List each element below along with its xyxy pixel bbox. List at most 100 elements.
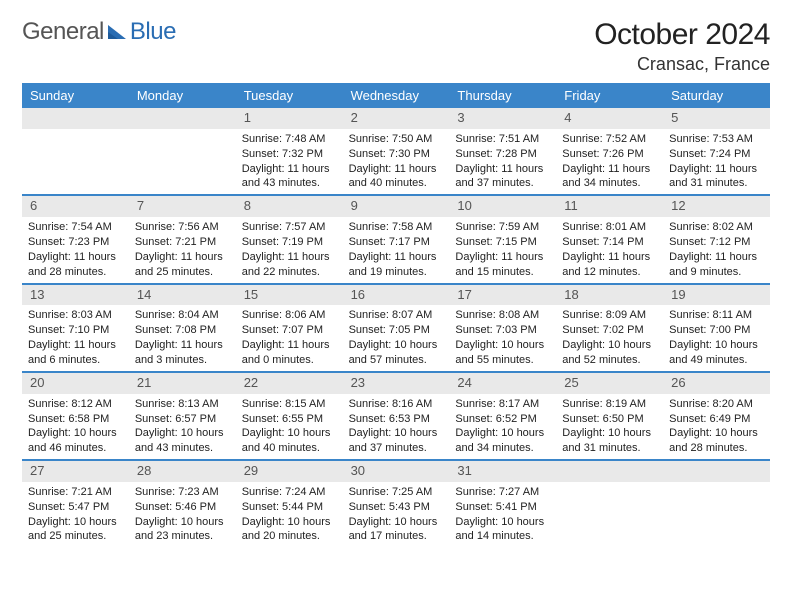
day-body: Sunrise: 8:15 AMSunset: 6:55 PMDaylight:… (236, 394, 343, 459)
sunset-line: Sunset: 7:00 PM (669, 323, 764, 338)
sunrise-line: Sunrise: 7:57 AM (242, 220, 337, 235)
sunset-line: Sunset: 7:12 PM (669, 235, 764, 250)
logo-text-1: General (22, 18, 104, 46)
day-cell (22, 108, 129, 194)
day-cell: 26Sunrise: 8:20 AMSunset: 6:49 PMDayligh… (663, 373, 770, 459)
logo-triangle-icon (106, 21, 128, 43)
sunrise-line: Sunrise: 8:16 AM (349, 397, 444, 412)
month-title: October 2024 (594, 18, 770, 52)
day-body: Sunrise: 7:23 AMSunset: 5:46 PMDaylight:… (129, 482, 236, 547)
day-body: Sunrise: 7:25 AMSunset: 5:43 PMDaylight:… (343, 482, 450, 547)
sunset-line: Sunset: 7:30 PM (349, 147, 444, 162)
day-cell: 2Sunrise: 7:50 AMSunset: 7:30 PMDaylight… (343, 108, 450, 194)
sunset-line: Sunset: 7:23 PM (28, 235, 123, 250)
day-number: 20 (22, 373, 129, 394)
sunrise-line: Sunrise: 7:59 AM (455, 220, 550, 235)
daylight-line: Daylight: 11 hours and 34 minutes. (562, 162, 657, 192)
sunset-line: Sunset: 5:44 PM (242, 500, 337, 515)
day-body: Sunrise: 7:21 AMSunset: 5:47 PMDaylight:… (22, 482, 129, 547)
day-body: Sunrise: 7:54 AMSunset: 7:23 PMDaylight:… (22, 217, 129, 282)
day-cell: 12Sunrise: 8:02 AMSunset: 7:12 PMDayligh… (663, 196, 770, 282)
day-number: 14 (129, 285, 236, 306)
daylight-line: Daylight: 11 hours and 3 minutes. (135, 338, 230, 368)
day-number: 31 (449, 461, 556, 482)
sunset-line: Sunset: 7:05 PM (349, 323, 444, 338)
day-cell: 15Sunrise: 8:06 AMSunset: 7:07 PMDayligh… (236, 285, 343, 371)
sunset-line: Sunset: 6:58 PM (28, 412, 123, 427)
header: General Blue October 2024 Cransac, Franc… (22, 18, 770, 75)
day-cell: 20Sunrise: 8:12 AMSunset: 6:58 PMDayligh… (22, 373, 129, 459)
daylight-line: Daylight: 10 hours and 25 minutes. (28, 515, 123, 545)
week-row: 27Sunrise: 7:21 AMSunset: 5:47 PMDayligh… (22, 461, 770, 547)
day-body: Sunrise: 7:51 AMSunset: 7:28 PMDaylight:… (449, 129, 556, 194)
logo-text-2: Blue (130, 18, 176, 46)
day-body: Sunrise: 7:48 AMSunset: 7:32 PMDaylight:… (236, 129, 343, 194)
day-number (22, 108, 129, 129)
sunset-line: Sunset: 7:07 PM (242, 323, 337, 338)
day-number: 24 (449, 373, 556, 394)
page: General Blue October 2024 Cransac, Franc… (0, 0, 792, 547)
day-cell: 1Sunrise: 7:48 AMSunset: 7:32 PMDaylight… (236, 108, 343, 194)
day-number: 11 (556, 196, 663, 217)
daylight-line: Daylight: 10 hours and 49 minutes. (669, 338, 764, 368)
day-cell: 27Sunrise: 7:21 AMSunset: 5:47 PMDayligh… (22, 461, 129, 547)
day-cell: 14Sunrise: 8:04 AMSunset: 7:08 PMDayligh… (129, 285, 236, 371)
sunset-line: Sunset: 7:19 PM (242, 235, 337, 250)
day-body: Sunrise: 7:27 AMSunset: 5:41 PMDaylight:… (449, 482, 556, 547)
daylight-line: Daylight: 11 hours and 31 minutes. (669, 162, 764, 192)
day-cell: 10Sunrise: 7:59 AMSunset: 7:15 PMDayligh… (449, 196, 556, 282)
sunrise-line: Sunrise: 7:54 AM (28, 220, 123, 235)
day-cell: 5Sunrise: 7:53 AMSunset: 7:24 PMDaylight… (663, 108, 770, 194)
sunrise-line: Sunrise: 7:24 AM (242, 485, 337, 500)
day-body: Sunrise: 8:12 AMSunset: 6:58 PMDaylight:… (22, 394, 129, 459)
sunrise-line: Sunrise: 8:17 AM (455, 397, 550, 412)
day-cell: 22Sunrise: 8:15 AMSunset: 6:55 PMDayligh… (236, 373, 343, 459)
day-number: 29 (236, 461, 343, 482)
daylight-line: Daylight: 10 hours and 52 minutes. (562, 338, 657, 368)
sunset-line: Sunset: 6:52 PM (455, 412, 550, 427)
sunset-line: Sunset: 7:21 PM (135, 235, 230, 250)
day-number: 8 (236, 196, 343, 217)
day-cell: 16Sunrise: 8:07 AMSunset: 7:05 PMDayligh… (343, 285, 450, 371)
weekday-header: Tuesday (236, 83, 343, 108)
daylight-line: Daylight: 10 hours and 17 minutes. (349, 515, 444, 545)
sunrise-line: Sunrise: 8:08 AM (455, 308, 550, 323)
sunset-line: Sunset: 7:10 PM (28, 323, 123, 338)
sunrise-line: Sunrise: 7:50 AM (349, 132, 444, 147)
sunrise-line: Sunrise: 8:13 AM (135, 397, 230, 412)
week-row: 1Sunrise: 7:48 AMSunset: 7:32 PMDaylight… (22, 108, 770, 196)
daylight-line: Daylight: 10 hours and 57 minutes. (349, 338, 444, 368)
sunrise-line: Sunrise: 8:07 AM (349, 308, 444, 323)
day-number: 17 (449, 285, 556, 306)
sunrise-line: Sunrise: 7:25 AM (349, 485, 444, 500)
sunrise-line: Sunrise: 7:52 AM (562, 132, 657, 147)
day-number: 5 (663, 108, 770, 129)
day-body: Sunrise: 8:16 AMSunset: 6:53 PMDaylight:… (343, 394, 450, 459)
daylight-line: Daylight: 11 hours and 37 minutes. (455, 162, 550, 192)
sunset-line: Sunset: 7:24 PM (669, 147, 764, 162)
day-body: Sunrise: 8:20 AMSunset: 6:49 PMDaylight:… (663, 394, 770, 459)
day-number: 12 (663, 196, 770, 217)
calendar: Sunday Monday Tuesday Wednesday Thursday… (22, 83, 770, 547)
day-number: 10 (449, 196, 556, 217)
day-cell: 13Sunrise: 8:03 AMSunset: 7:10 PMDayligh… (22, 285, 129, 371)
day-cell (556, 461, 663, 547)
daylight-line: Daylight: 11 hours and 40 minutes. (349, 162, 444, 192)
daylight-line: Daylight: 10 hours and 20 minutes. (242, 515, 337, 545)
sunrise-line: Sunrise: 8:12 AM (28, 397, 123, 412)
day-cell: 19Sunrise: 8:11 AMSunset: 7:00 PMDayligh… (663, 285, 770, 371)
weekday-header: Monday (129, 83, 236, 108)
day-number: 6 (22, 196, 129, 217)
weekday-header: Sunday (22, 83, 129, 108)
day-number: 7 (129, 196, 236, 217)
day-cell (129, 108, 236, 194)
day-body: Sunrise: 8:11 AMSunset: 7:00 PMDaylight:… (663, 305, 770, 370)
sunset-line: Sunset: 7:14 PM (562, 235, 657, 250)
day-number: 13 (22, 285, 129, 306)
sunset-line: Sunset: 7:32 PM (242, 147, 337, 162)
day-body: Sunrise: 8:07 AMSunset: 7:05 PMDaylight:… (343, 305, 450, 370)
day-number: 22 (236, 373, 343, 394)
day-number: 4 (556, 108, 663, 129)
day-body: Sunrise: 8:19 AMSunset: 6:50 PMDaylight:… (556, 394, 663, 459)
daylight-line: Daylight: 11 hours and 12 minutes. (562, 250, 657, 280)
